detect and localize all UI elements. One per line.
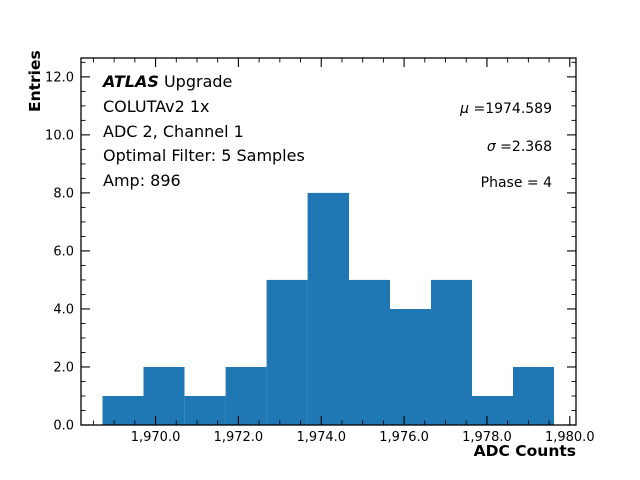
histogram-bar	[472, 396, 513, 425]
y-tick-label: 0.0	[53, 419, 74, 434]
x-tick-label: 1,974.0	[296, 430, 346, 445]
x-axis-label: ADC Counts	[474, 442, 576, 460]
x-tick-label: 1,972.0	[214, 430, 264, 445]
mu-symbol: μ	[460, 101, 470, 117]
histogram-bar	[102, 396, 144, 425]
x-tick-label: 1,976.0	[379, 430, 429, 445]
x-tick-label: 1,978.0	[462, 430, 512, 445]
y-tick-label: 6.0	[53, 245, 74, 260]
histogram-bar	[143, 367, 185, 425]
histogram-bar	[184, 396, 226, 425]
annotation-line-chip: COLUTAv2 1x	[103, 96, 210, 116]
x-tick-label: 1,980.0	[545, 430, 595, 445]
histogram-bar	[349, 279, 390, 425]
y-axis-label: Entries	[26, 50, 44, 112]
histogram-bar	[390, 309, 431, 425]
y-tick-label: 8.0	[53, 187, 74, 202]
y-tick-label: 2.0	[53, 361, 74, 376]
histogram-bar	[513, 367, 554, 425]
annotation-block: ATLAS Upgrade COLUTAv2 1x ADC 2, Channel…	[103, 70, 305, 194]
sigma-value: =2.368	[495, 139, 552, 155]
atlas-suffix-label: Upgrade	[158, 72, 233, 91]
mu-value: =1974.589	[469, 101, 552, 117]
stat-phase: Phase = 4	[480, 175, 552, 191]
x-tick-label: 1,970.0	[131, 430, 181, 445]
axes-frame	[80, 57, 577, 426]
y-tick-label: 12.0	[45, 71, 74, 86]
stat-sigma: σ =2.368	[487, 139, 552, 155]
annotation-line-channel: ADC 2, Channel 1	[103, 121, 244, 141]
sigma-symbol: σ	[486, 139, 496, 155]
annotation-line-amp: Amp: 896	[103, 171, 181, 190]
histogram-bar	[266, 279, 308, 425]
histogram-bar	[307, 192, 349, 425]
annotation-line-experiment: ATLAS Upgrade	[103, 70, 305, 95]
annotation-line-filter: Optimal Filter: 5 Samples	[103, 146, 305, 166]
y-tick-label: 10.0	[45, 129, 74, 144]
stat-mu: μ =1974.589	[460, 101, 552, 117]
y-tick-label: 4.0	[53, 303, 74, 318]
atlas-label: ATLAS	[103, 72, 159, 91]
histogram-bar	[431, 279, 472, 425]
histogram-bar	[225, 367, 267, 425]
